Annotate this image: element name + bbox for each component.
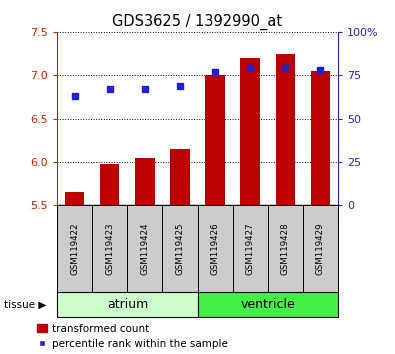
Point [177, 83, 183, 88]
Point [282, 65, 288, 71]
Bar [135, 159, 154, 205]
Bar [57, 205, 92, 292]
Bar [198, 292, 338, 317]
Bar [310, 71, 330, 205]
Text: GSM119427: GSM119427 [246, 222, 255, 275]
Bar [100, 164, 120, 205]
Bar [233, 205, 267, 292]
Bar [275, 53, 295, 205]
Bar [303, 205, 338, 292]
Point [212, 69, 218, 75]
Text: GSM119422: GSM119422 [70, 222, 79, 275]
Text: GSM119425: GSM119425 [175, 222, 184, 275]
Text: GSM119426: GSM119426 [211, 222, 220, 275]
Bar [170, 149, 190, 205]
Bar [65, 192, 85, 205]
Legend: transformed count, percentile rank within the sample: transformed count, percentile rank withi… [37, 324, 228, 349]
Point [317, 67, 324, 73]
Bar [241, 58, 260, 205]
Text: GSM119428: GSM119428 [280, 222, 290, 275]
Text: ventricle: ventricle [240, 298, 295, 311]
Bar [267, 205, 303, 292]
Bar [57, 292, 198, 317]
Bar [92, 205, 127, 292]
Point [71, 93, 78, 99]
Point [142, 86, 148, 92]
Bar [127, 205, 162, 292]
Bar [205, 75, 225, 205]
Bar [198, 205, 233, 292]
Point [107, 86, 113, 92]
Text: GSM119423: GSM119423 [105, 222, 115, 275]
Bar [162, 205, 198, 292]
Text: GDS3625 / 1392990_at: GDS3625 / 1392990_at [113, 14, 282, 30]
Text: GSM119429: GSM119429 [316, 222, 325, 275]
Text: atrium: atrium [107, 298, 148, 311]
Point [247, 65, 253, 71]
Text: GSM119424: GSM119424 [140, 222, 149, 275]
Text: tissue ▶: tissue ▶ [4, 299, 46, 309]
